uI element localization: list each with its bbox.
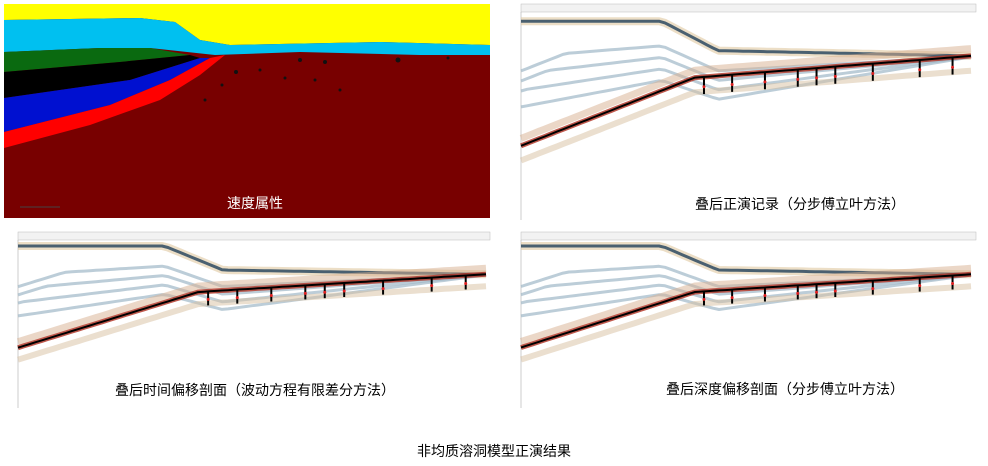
velocity-model xyxy=(4,4,490,218)
cave-response xyxy=(430,284,434,288)
cave-response xyxy=(303,291,307,295)
cave-response xyxy=(951,282,955,285)
cave-response xyxy=(918,284,922,288)
figure-caption: 非均质溶洞模型正演结果 xyxy=(417,444,571,460)
panel-caption: 叠后时间偏移剖面（波动方程有限差分方法） xyxy=(115,383,395,399)
horizon xyxy=(519,45,972,142)
cave-response xyxy=(235,296,239,300)
cave-response xyxy=(269,294,273,297)
cave-response xyxy=(871,287,875,291)
cave-response xyxy=(796,77,800,81)
panel-caption: 叠后深度偏移剖面（分步傅立叶方法） xyxy=(666,382,904,398)
horizon xyxy=(17,273,487,349)
ruler xyxy=(520,231,977,241)
horizon xyxy=(520,54,972,147)
cave-response xyxy=(730,296,734,300)
cave-response xyxy=(871,71,875,75)
cave-response xyxy=(815,76,819,80)
horizon xyxy=(520,273,972,349)
horizon xyxy=(520,283,972,363)
cave-response xyxy=(951,65,955,69)
cave-response xyxy=(918,68,922,72)
horizon xyxy=(17,283,487,363)
seismic-section xyxy=(507,231,977,408)
cave-response xyxy=(342,289,346,293)
horizon xyxy=(17,273,487,318)
cave-response xyxy=(730,83,734,87)
horizon xyxy=(520,55,972,109)
horizon xyxy=(16,264,487,346)
cave-response xyxy=(815,290,819,294)
cave-response xyxy=(796,291,800,295)
cave-response xyxy=(763,294,767,297)
cave-response xyxy=(206,297,210,301)
cave-response xyxy=(833,289,837,293)
cave-response xyxy=(702,85,706,89)
seismic-section xyxy=(507,3,977,220)
panel-caption: 速度属性 xyxy=(227,196,283,212)
panel-bg xyxy=(507,4,976,220)
cave-response xyxy=(833,74,837,78)
panel-caption: 叠后正演记录（分步傅立叶方法） xyxy=(695,197,905,213)
cave-response xyxy=(763,80,767,84)
cave-response xyxy=(702,297,706,301)
ruler xyxy=(17,231,491,241)
ruler xyxy=(520,3,977,13)
cave-response xyxy=(381,287,385,291)
seismic-section xyxy=(4,231,491,408)
horizon xyxy=(519,67,972,164)
horizon xyxy=(520,273,972,318)
horizon xyxy=(519,264,972,345)
cave-response xyxy=(323,290,327,294)
cave-response xyxy=(464,282,468,285)
